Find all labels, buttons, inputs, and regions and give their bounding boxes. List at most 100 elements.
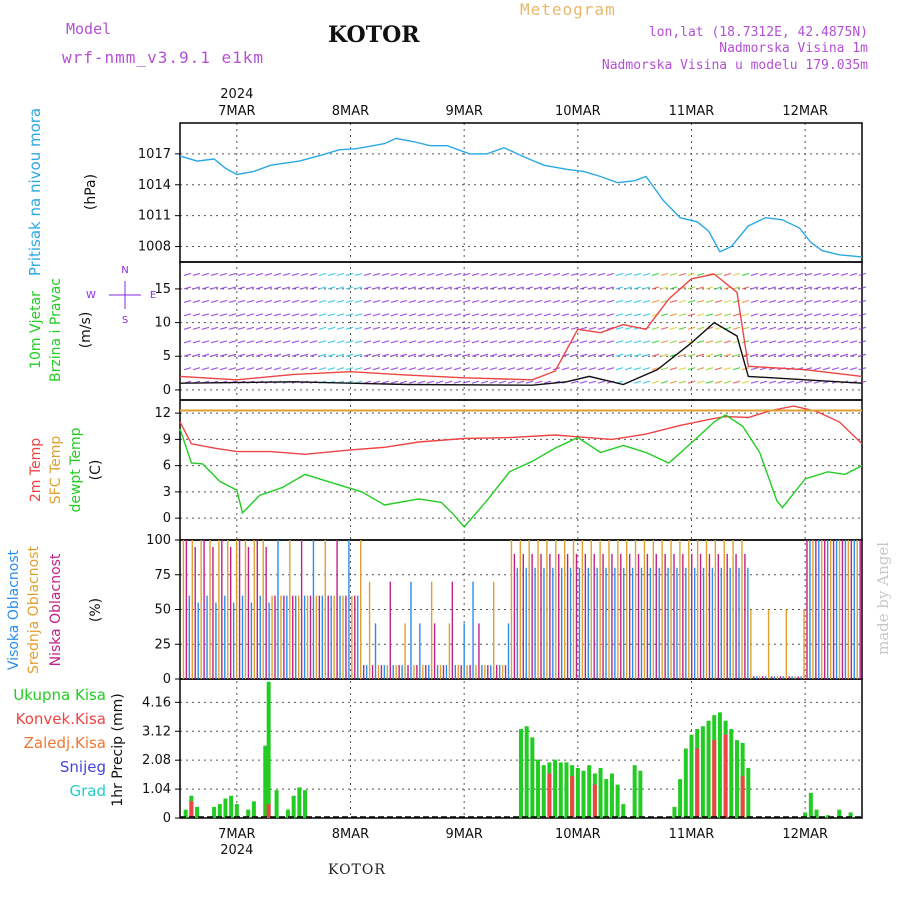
wind-barb bbox=[435, 272, 444, 277]
wind-barb bbox=[282, 313, 291, 317]
wind-barb bbox=[723, 272, 732, 277]
wind-barb bbox=[228, 367, 237, 371]
precip-bar bbox=[558, 762, 563, 818]
wind-barb bbox=[327, 340, 336, 344]
wind-barb bbox=[237, 272, 246, 277]
wind-barb bbox=[408, 326, 417, 330]
wind-barb bbox=[345, 272, 354, 277]
wind-barb bbox=[498, 286, 507, 290]
wind-barb bbox=[255, 326, 264, 330]
wind-barb bbox=[300, 299, 309, 303]
wind-barb bbox=[516, 380, 525, 384]
wind-barb bbox=[192, 340, 201, 344]
wind-barb bbox=[579, 299, 588, 303]
wind-barb bbox=[858, 299, 867, 303]
wind-barb bbox=[687, 353, 696, 357]
wind-barb bbox=[201, 313, 210, 317]
wind-barb bbox=[489, 340, 498, 344]
wind-barb bbox=[390, 353, 399, 357]
wind-barb bbox=[552, 353, 561, 357]
wind-barb bbox=[444, 367, 453, 371]
wind-barb bbox=[291, 286, 300, 290]
wind-barb bbox=[606, 353, 615, 357]
precip-legend-item: Ukupna Kisa bbox=[13, 686, 106, 704]
wind-barb bbox=[525, 272, 534, 277]
wind-barb bbox=[408, 367, 417, 371]
wind-barb bbox=[561, 299, 570, 303]
wind-barb bbox=[255, 353, 264, 357]
wind-barb bbox=[309, 367, 318, 371]
wind-barb bbox=[831, 286, 840, 290]
wind-barb bbox=[651, 367, 660, 371]
precip-bar bbox=[575, 767, 580, 818]
pressure-title: Pritisak na nivou mora bbox=[26, 108, 44, 276]
wind-barb bbox=[237, 313, 246, 317]
wind-barb bbox=[543, 286, 552, 290]
wind-barb bbox=[354, 313, 363, 317]
wind-barb bbox=[849, 353, 858, 357]
precip-bar bbox=[587, 765, 592, 818]
wind-barb bbox=[750, 299, 759, 303]
wind-barb bbox=[525, 367, 534, 371]
wind-barb bbox=[534, 272, 543, 277]
wind-barb bbox=[849, 272, 858, 277]
wind-barb bbox=[507, 380, 516, 384]
wind-barb bbox=[750, 340, 759, 344]
wind-barb bbox=[777, 380, 786, 384]
precip-bar bbox=[638, 770, 643, 818]
wind-barb bbox=[525, 326, 534, 330]
wind-barb bbox=[777, 272, 786, 277]
precip-bar bbox=[837, 809, 842, 818]
wind-barb bbox=[381, 380, 390, 384]
wind-barb bbox=[543, 380, 552, 384]
wind-barb bbox=[435, 367, 444, 371]
wind-barb bbox=[282, 340, 291, 344]
top-day-label: 8MAR bbox=[332, 104, 369, 119]
wind-barb bbox=[813, 326, 822, 330]
wind-barb bbox=[192, 299, 201, 303]
wind-barb bbox=[534, 340, 543, 344]
wind-barb bbox=[804, 299, 813, 303]
wind-barb bbox=[300, 340, 309, 344]
wind-barb bbox=[597, 353, 606, 357]
wind-barb bbox=[426, 340, 435, 344]
precip-bar bbox=[223, 798, 228, 818]
wind-barb bbox=[696, 272, 705, 277]
wind-barb bbox=[579, 313, 588, 317]
precip-bar bbox=[712, 740, 717, 818]
wind-barb bbox=[507, 326, 516, 330]
wind-barb bbox=[489, 326, 498, 330]
wind-barb bbox=[660, 313, 669, 317]
cloud-high-title: Visoka Oblacnost bbox=[6, 549, 22, 670]
precip-bar bbox=[285, 809, 290, 818]
wind-barb bbox=[633, 272, 642, 277]
wind-barb bbox=[372, 367, 381, 371]
wind-barb bbox=[624, 286, 633, 290]
wind-barb bbox=[480, 380, 489, 384]
wind-barb bbox=[822, 286, 831, 290]
wind-barb bbox=[777, 299, 786, 303]
wind-barb bbox=[435, 326, 444, 330]
wind-barb bbox=[795, 299, 804, 303]
wind-barb bbox=[417, 326, 426, 330]
wind-barb bbox=[363, 367, 372, 371]
wind-barb bbox=[840, 367, 849, 371]
wind-barb bbox=[660, 272, 669, 277]
wind-barb bbox=[534, 380, 543, 384]
wind-barb bbox=[210, 326, 219, 330]
precip-bar bbox=[706, 720, 711, 818]
wind-barb bbox=[516, 326, 525, 330]
wind-barb bbox=[831, 340, 840, 344]
wind-barb bbox=[624, 272, 633, 277]
station-title: KOTOR bbox=[328, 22, 420, 48]
wind-barb bbox=[498, 313, 507, 317]
wind-barb bbox=[849, 299, 858, 303]
wind-barb bbox=[372, 313, 381, 317]
wind-barb bbox=[435, 380, 444, 384]
wind-barb bbox=[300, 353, 309, 357]
wind-barb bbox=[363, 313, 372, 317]
wind-barb bbox=[327, 286, 336, 290]
precip-bar bbox=[263, 745, 268, 818]
wind-barb bbox=[597, 272, 606, 277]
